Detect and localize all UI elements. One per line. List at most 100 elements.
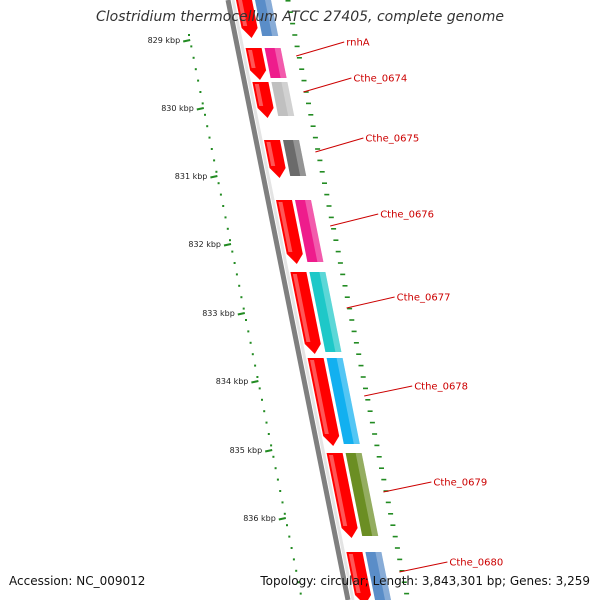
scale-minor-tick [215,170,218,173]
gene-leader-line [364,385,413,397]
gene-leader-line [330,213,379,227]
scale-outer-tick [390,524,396,526]
gene-label[interactable]: Cthe_0677 [397,293,451,304]
scale-outer-tick [358,364,364,367]
scale-label: 836 kbp [243,514,276,523]
scale-minor-tick [263,410,266,413]
gene-label[interactable]: Cthe_0675 [365,134,419,145]
gene-block-shine [274,48,287,78]
scale-outer-tick [360,376,366,378]
scale-outer-tick [328,216,334,219]
scale-outer-tick [392,535,398,538]
gene-feature[interactable] [252,82,295,118]
scale-outer-tick [319,171,325,173]
gene-feature[interactable] [290,272,342,354]
gene-block [345,453,379,536]
scale-major-tick [210,175,218,179]
cds-arrow-shine [310,360,329,434]
scale-outer-tick [376,456,382,458]
scale-outer-tick [353,342,359,344]
scale-outer-tick [299,68,305,70]
scale-minor-tick [231,250,234,253]
cds-arrow-shine [254,84,264,106]
scale-outer-tick [379,467,384,469]
scale-outer-tick [312,136,318,139]
scale-minor-tick [188,34,190,36]
scale-outer-tick [351,330,357,333]
scale-minor-tick [208,136,211,139]
backbone-highlight [231,0,355,600]
scale-outer-tick [374,444,380,447]
backbone [225,0,355,600]
scale-outer-tick [290,22,296,25]
scale-major-tick [251,380,259,384]
scale-outer-tick [296,57,302,59]
scale-minor-tick [274,467,277,470]
scale-label: 830 kbp [161,104,194,113]
scale-minor-tick [226,227,229,230]
gene-feature[interactable] [326,453,379,538]
scale-outer-tick [337,262,343,264]
cds-arrow-shine [248,50,256,68]
scale-outer-tick [324,193,330,196]
scale-outer-tick [317,159,323,162]
scale-minor-tick [242,307,245,310]
scale-outer-tick [344,296,350,298]
scale-outer-tick [397,558,403,561]
gene-block [264,48,287,78]
scale-minor-tick [290,547,293,549]
gene-block-shine [305,200,324,262]
scale-outer-tick [322,182,327,184]
gene-feature[interactable] [276,200,324,264]
scale-label: 833 kbp [202,309,235,318]
gene-leader-line [315,137,364,153]
scale-outer-tick [367,410,373,412]
gene-label[interactable]: Cthe_0679 [433,478,487,489]
gene-block-shine [319,272,342,352]
gene-labels: rnhA Cthe_0674 Cthe_0675 Cthe_0676 Cthe_0677… [296,38,503,573]
gene-leader-line [399,561,448,573]
gene-feature[interactable] [245,48,287,80]
gene-block [295,200,324,262]
scale-minor-tick [238,284,241,287]
scale-major-tick [237,312,246,316]
scale-minor-tick [254,364,257,367]
gene-label[interactable]: Cthe_0678 [414,382,468,393]
gene-block-shine [265,0,279,36]
gene-leader-line [346,296,395,309]
scale-minor-tick [281,501,284,504]
cds-arrow-shine [266,142,276,166]
scale-outer-tick [404,592,410,595]
scale-outer-tick [394,547,400,549]
gene-feature[interactable] [264,140,307,178]
gene-leader-line [303,77,352,93]
scale-outer-tick [315,148,321,150]
gene-label[interactable]: rnhA [346,38,370,49]
scale-outer-tick [301,79,307,82]
gene-label[interactable]: Cthe_0680 [449,558,503,569]
gene-label[interactable]: Cthe_0676 [380,210,434,221]
scale-minor-tick [258,387,261,390]
scale-minor-tick [245,319,247,321]
scale-minor-tick [299,592,302,595]
scale-outer-tick [335,250,341,253]
gene-feature[interactable] [346,552,392,600]
gene-feature[interactable] [307,358,360,446]
scale-outer-tick [347,307,353,310]
gene-block-shine [293,140,307,176]
scale-major-tick [182,39,191,43]
scale-minor-tick [199,91,202,93]
gene-feature[interactable] [234,0,279,38]
gene-block-shine [375,552,392,600]
gene-features [234,0,392,600]
scale-minor-tick [213,159,216,162]
gene-block-shine [355,453,379,536]
scale-minor-tick [265,421,268,424]
scale-label: 834 kbp [216,377,249,386]
scale-major-tick [264,449,273,453]
scale-minor-tick [272,455,275,458]
scale-label: 835 kbp [230,446,263,455]
scale-major-tick [196,107,205,111]
gene-label[interactable]: Cthe_0674 [353,74,407,85]
